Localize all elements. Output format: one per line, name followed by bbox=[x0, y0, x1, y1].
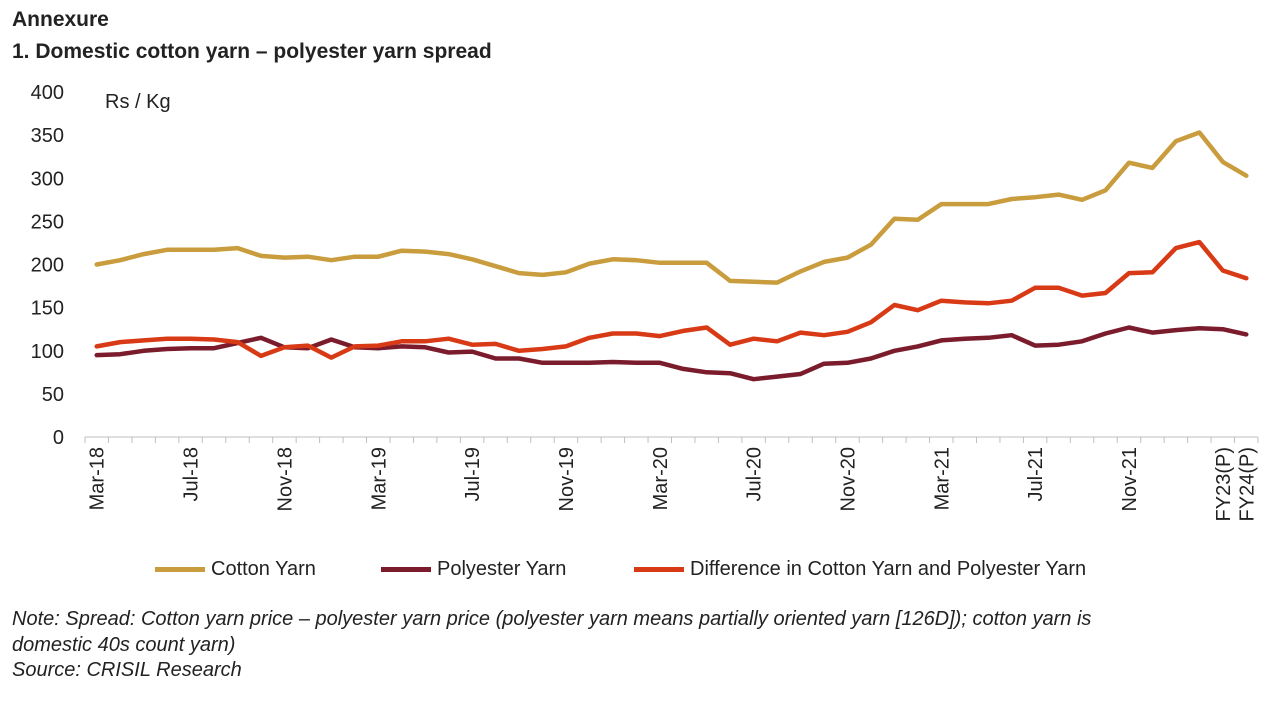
y-tick-label: 300 bbox=[31, 168, 64, 190]
legend-swatch bbox=[634, 567, 684, 572]
legend-swatch bbox=[381, 567, 431, 572]
legend-label: Difference in Cotton Yarn and Polyester … bbox=[690, 558, 1087, 580]
chart-title: 1. Domestic cotton yarn – polyester yarn… bbox=[12, 40, 492, 63]
y-tick-label: 0 bbox=[53, 427, 64, 449]
legend-label: Cotton Yarn bbox=[211, 558, 316, 580]
legend-label: Polyester Yarn bbox=[437, 558, 567, 580]
y-tick-label: 100 bbox=[31, 341, 64, 363]
note-line-2: domestic 40s count yarn) bbox=[12, 634, 236, 656]
x-tick-label: Jul-18 bbox=[181, 447, 203, 501]
y-tick-label: 350 bbox=[31, 125, 64, 147]
x-tick-label: Jul-19 bbox=[462, 447, 484, 501]
y-tick-label: 50 bbox=[42, 384, 64, 406]
y-tick-label: 200 bbox=[31, 255, 64, 277]
series-line-cotton-yarn bbox=[94, 130, 1249, 285]
x-tick-label: Nov-20 bbox=[837, 447, 859, 511]
legend-swatch bbox=[155, 567, 205, 572]
x-tick-label: Jul-21 bbox=[1025, 447, 1047, 501]
note-line-1: Note: Spread: Cotton yarn price – polyes… bbox=[12, 608, 1092, 630]
x-tick-label: Mar-18 bbox=[87, 447, 109, 510]
line-chart: Rs / Kg 0 50 100 150 200 250 300 350 400 Mar-18 J… bbox=[31, 82, 1259, 521]
y-tick-label: 250 bbox=[31, 211, 64, 233]
x-tick-label: Mar-19 bbox=[368, 447, 390, 510]
annexure-heading: Annexure bbox=[12, 8, 109, 31]
legend-item-difference: Difference in Cotton Yarn and Polyester … bbox=[634, 558, 1086, 581]
x-tick-label: Nov-21 bbox=[1119, 447, 1141, 511]
legend-item-polyester-yarn: Polyester Yarn bbox=[381, 558, 566, 581]
y-axis-label: Rs / Kg bbox=[105, 91, 171, 113]
source-note: Source: CRISIL Research bbox=[12, 659, 242, 681]
x-tick-label: Mar-20 bbox=[650, 447, 672, 510]
x-tick-label: FY23(P) bbox=[1213, 447, 1235, 521]
legend-item-cotton-yarn: Cotton Yarn bbox=[155, 558, 316, 581]
x-tick-label: FY24(P) bbox=[1236, 447, 1258, 521]
x-tick-label: Nov-18 bbox=[274, 447, 296, 511]
series-line-difference-in-cotton-yarn-and-polyester-yarn bbox=[94, 239, 1249, 360]
x-tick-label: Nov-19 bbox=[556, 447, 578, 511]
y-tick-label: 150 bbox=[31, 298, 64, 320]
x-tick-label: Jul-20 bbox=[744, 447, 766, 501]
x-tick-label: Mar-21 bbox=[931, 447, 953, 510]
y-tick-label: 400 bbox=[31, 82, 64, 104]
